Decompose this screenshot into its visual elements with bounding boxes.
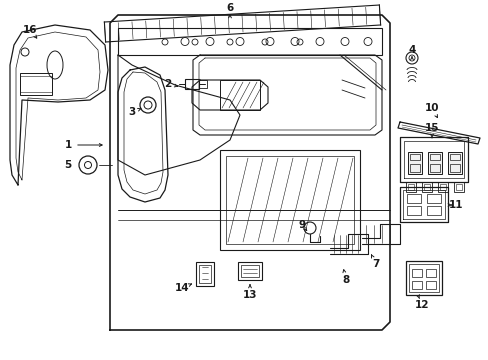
Text: 14: 14: [174, 283, 189, 293]
Bar: [439, 184, 445, 190]
Text: 10: 10: [424, 103, 438, 113]
Bar: [429, 154, 439, 160]
Bar: [449, 154, 459, 160]
Text: 3: 3: [128, 107, 135, 117]
Bar: [425, 269, 435, 277]
Text: 7: 7: [371, 259, 379, 269]
Text: 15: 15: [424, 123, 438, 133]
Bar: [453, 182, 463, 192]
Bar: [406, 206, 420, 215]
Bar: [196, 262, 214, 286]
Bar: [405, 182, 415, 192]
Text: 1: 1: [64, 140, 71, 150]
Bar: [407, 152, 421, 174]
Bar: [220, 150, 359, 250]
Bar: [225, 156, 353, 244]
Bar: [241, 265, 259, 277]
Bar: [421, 182, 431, 192]
Bar: [199, 80, 206, 88]
Text: 16: 16: [23, 25, 37, 35]
Bar: [423, 184, 429, 190]
Bar: [406, 194, 420, 203]
Text: 8: 8: [342, 275, 349, 285]
Bar: [199, 265, 210, 283]
Bar: [425, 281, 435, 289]
Bar: [20, 76, 52, 92]
Bar: [409, 154, 419, 160]
Bar: [118, 28, 381, 55]
Bar: [220, 80, 260, 110]
Text: 6: 6: [226, 3, 233, 13]
Text: 12: 12: [414, 300, 428, 310]
Bar: [427, 152, 441, 174]
Bar: [447, 152, 461, 174]
Bar: [411, 269, 421, 277]
Bar: [405, 261, 441, 295]
Text: 11: 11: [448, 200, 462, 210]
Bar: [238, 262, 262, 280]
Bar: [429, 164, 439, 172]
Text: 2: 2: [164, 79, 171, 89]
Bar: [437, 182, 447, 192]
Bar: [408, 264, 438, 292]
Bar: [20, 73, 52, 95]
Text: 5: 5: [64, 160, 71, 170]
Bar: [426, 206, 440, 215]
Bar: [184, 79, 199, 89]
Bar: [411, 281, 421, 289]
Bar: [455, 184, 461, 190]
Bar: [409, 164, 419, 172]
Bar: [407, 184, 413, 190]
Text: 9: 9: [298, 220, 305, 230]
Bar: [426, 194, 440, 203]
Text: 4: 4: [407, 45, 415, 55]
Text: 13: 13: [242, 290, 257, 300]
Bar: [449, 164, 459, 172]
